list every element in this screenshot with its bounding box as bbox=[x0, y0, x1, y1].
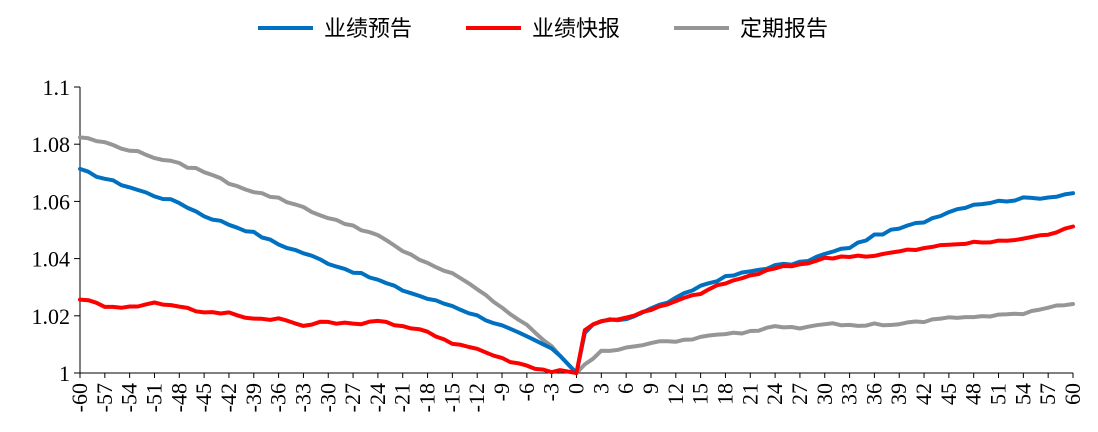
legend-label-2: 业绩快报 bbox=[532, 17, 620, 42]
x-tick-label: -30 bbox=[315, 383, 340, 412]
y-tick-label: 1.06 bbox=[32, 189, 71, 214]
series-line-1 bbox=[78, 166, 1075, 375]
x-tick-label: -60 bbox=[67, 383, 92, 412]
x-tick-label: -27 bbox=[340, 383, 365, 412]
x-tick-label: -54 bbox=[117, 383, 142, 412]
y-tick-label: 1.1 bbox=[43, 75, 71, 100]
x-tick-label: -21 bbox=[390, 383, 415, 412]
legend-label-3: 定期报告 bbox=[740, 17, 828, 42]
x-tick-label: 51 bbox=[986, 383, 1011, 405]
y-axis: 1 1.02 1.04 1.06 1.08 1.1 bbox=[32, 75, 81, 386]
x-tick-label: -12 bbox=[464, 383, 489, 412]
series-layer bbox=[78, 135, 1075, 375]
x-axis: -60 -57 -54 -51 -48 -45 -42 -39 -36 -33 -30 -27 -24-… bbox=[67, 372, 1085, 412]
x-tick-label: 0 bbox=[564, 383, 589, 394]
y-tick-label: 1.04 bbox=[32, 247, 71, 272]
x-tick-label: 3 bbox=[588, 383, 613, 394]
x-tick-label: -33 bbox=[290, 383, 315, 412]
legend-label-1: 业绩预告 bbox=[324, 17, 412, 42]
x-tick-label: 48 bbox=[961, 383, 986, 405]
legend: 业绩预告 业绩快报 定期报告 bbox=[258, 17, 828, 42]
x-tick-label: -18 bbox=[415, 383, 440, 412]
x-tick-label: 6 bbox=[613, 383, 638, 394]
x-tick-label: 60 bbox=[1060, 383, 1085, 405]
y-tick-label: 1.08 bbox=[32, 132, 71, 157]
x-tick-label: 24 bbox=[762, 383, 787, 405]
x-tick-label: -9 bbox=[489, 383, 514, 401]
x-tick-label: -15 bbox=[439, 383, 464, 412]
series-line-3 bbox=[78, 135, 1075, 375]
x-tick-label: 45 bbox=[936, 383, 961, 405]
x-tick-label: 12 bbox=[663, 383, 688, 405]
x-tick-label: -39 bbox=[241, 383, 266, 412]
y-tick-label: 1.02 bbox=[32, 304, 71, 329]
x-tick-label: -51 bbox=[141, 383, 166, 412]
y-tick-label: 1 bbox=[59, 361, 70, 386]
x-tick-label: 42 bbox=[911, 383, 936, 405]
x-tick-label: -45 bbox=[191, 383, 216, 412]
x-tick-label: 18 bbox=[712, 383, 737, 405]
x-tick-label: -36 bbox=[266, 383, 291, 412]
x-tick-label: 30 bbox=[812, 383, 837, 405]
x-tick-label: 54 bbox=[1010, 383, 1035, 405]
x-tick-label: -24 bbox=[365, 383, 390, 412]
x-tick-label: -48 bbox=[166, 383, 191, 412]
x-tick-label: -42 bbox=[216, 383, 241, 412]
x-tick-label: -3 bbox=[539, 383, 564, 401]
x-tick-label: 15 bbox=[688, 383, 713, 405]
x-tick-label: 9 bbox=[638, 383, 663, 394]
x-tick-label: -6 bbox=[514, 383, 539, 401]
series-line-2 bbox=[78, 224, 1075, 375]
x-tick-label: 39 bbox=[886, 383, 911, 405]
x-tick-label: -57 bbox=[92, 383, 117, 412]
x-tick-label: 27 bbox=[787, 383, 812, 405]
x-tick-label: 33 bbox=[837, 383, 862, 405]
x-tick-label: 36 bbox=[861, 383, 886, 405]
x-tick-label: 21 bbox=[737, 383, 762, 405]
x-tick-label: 57 bbox=[1035, 383, 1060, 405]
